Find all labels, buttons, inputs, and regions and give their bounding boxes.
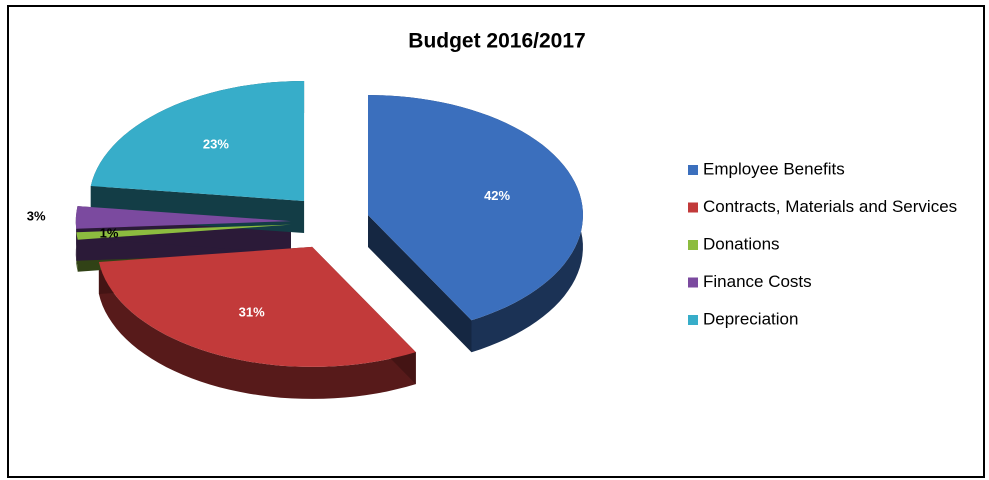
slice: [90, 81, 305, 201]
chart-title: Budget 2016/2017: [408, 30, 585, 53]
pie-tops: [75, 81, 583, 367]
legend-swatch: [688, 202, 698, 213]
data-label: 31%: [239, 305, 265, 320]
data-label: 42%: [484, 188, 510, 203]
data-label: 3%: [27, 208, 46, 223]
legend-label: Contracts, Materials and Services: [703, 197, 957, 216]
legend-swatch: [688, 240, 698, 250]
slice: [76, 224, 292, 240]
legend-swatch: [688, 165, 698, 175]
slice: [75, 206, 291, 229]
data-label: 1%: [100, 226, 119, 241]
legend-label: Donations: [703, 234, 780, 253]
slice-wall: [368, 215, 472, 353]
legend-label: Employee Benefits: [703, 159, 845, 178]
slice-side: [98, 262, 416, 399]
slice: [368, 95, 583, 321]
slice: [98, 246, 416, 367]
legend-swatch: [688, 277, 698, 288]
data-label: 23%: [203, 137, 229, 152]
legend-label: Depreciation: [703, 309, 798, 328]
legend-swatch: [688, 315, 698, 325]
legend-label: Finance Costs: [703, 272, 812, 291]
